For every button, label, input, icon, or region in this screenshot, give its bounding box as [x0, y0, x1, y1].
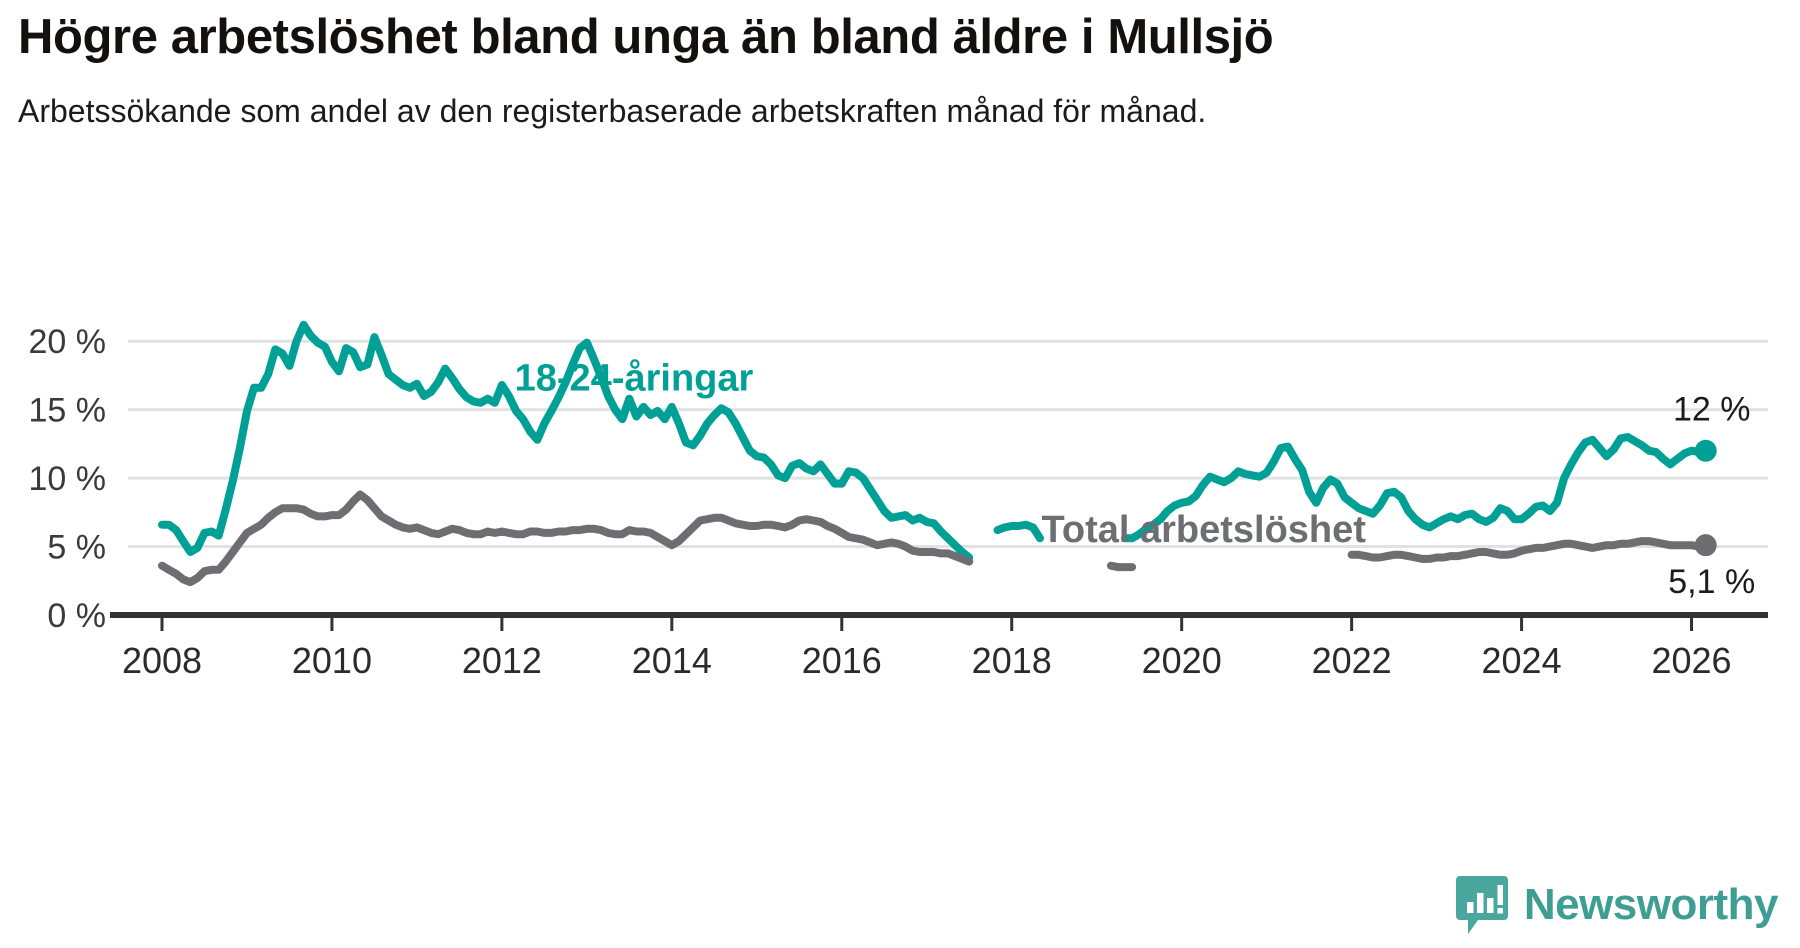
x-tick-label: 2012 — [462, 640, 542, 681]
series-end-value-label: 5,1 % — [1668, 563, 1755, 601]
series-line — [158, 490, 974, 587]
newsworthy-logo: Newsworthy — [1454, 874, 1779, 936]
x-axis-tick-labels: 2008 2010 2012 2014 2016 2018 2020 2022 2024 2026 — [122, 640, 1732, 681]
x-tick-label: 2014 — [632, 640, 712, 681]
series-line — [993, 520, 1044, 543]
y-axis-tick-labels: 0 % 5 % 10 % 15 % 20 % — [29, 323, 107, 635]
chart-bubble-icon — [1455, 876, 1508, 934]
y-tick-label: 10 % — [29, 460, 107, 498]
series-end-value-label: 12 % — [1673, 391, 1751, 429]
chart-subtitle: Arbetssökande som andel av den registerb… — [18, 93, 1207, 130]
x-tick-label: 2024 — [1482, 640, 1562, 681]
series-lines-group — [158, 320, 1710, 587]
series-end-dot — [1694, 534, 1717, 557]
chart-plot-area: 0 % 5 % 10 % 15 % 20 % 2008 2010 2012 2014 2016 2… — [0, 255, 1800, 795]
series-end-value-labels: 12 % 5,1 % — [1668, 391, 1755, 601]
series-label: Total arbetslöshet — [1041, 509, 1366, 551]
x-tick-label: 2020 — [1142, 640, 1222, 681]
series-end-markers — [1694, 439, 1717, 557]
series-line — [1347, 537, 1710, 563]
series-end-dot — [1694, 439, 1717, 462]
x-axis-group — [110, 612, 1768, 631]
gridlines-group — [128, 339, 1768, 549]
series-line — [1121, 433, 1710, 543]
brand-name: Newsworthy — [1523, 880, 1779, 929]
x-tick-label: 2010 — [292, 640, 372, 681]
x-tick-label: 2022 — [1312, 640, 1392, 681]
x-tick-label: 2016 — [802, 640, 882, 681]
y-tick-label: 20 % — [29, 323, 107, 361]
y-tick-label: 5 % — [47, 529, 106, 567]
series-inline-labels: 18-24-åringar Total arbetslöshet — [515, 358, 1367, 551]
x-tick-label: 2018 — [972, 640, 1052, 681]
series-label: 18-24-åringar — [515, 358, 754, 400]
y-tick-label: 0 % — [47, 597, 106, 635]
x-tick-label: 2008 — [122, 640, 202, 681]
series-line — [1106, 561, 1137, 572]
line-chart-svg: 0 %5 %10 %15 %20 % 2008 2010 2012 2014 2016 2… — [29, 320, 1768, 681]
series-line — [158, 320, 974, 562]
x-tick-label: 2026 — [1651, 640, 1731, 681]
y-tick-label: 15 % — [29, 392, 107, 430]
page-title: Högre arbetslöshet bland unga än bland ä… — [18, 10, 1274, 64]
